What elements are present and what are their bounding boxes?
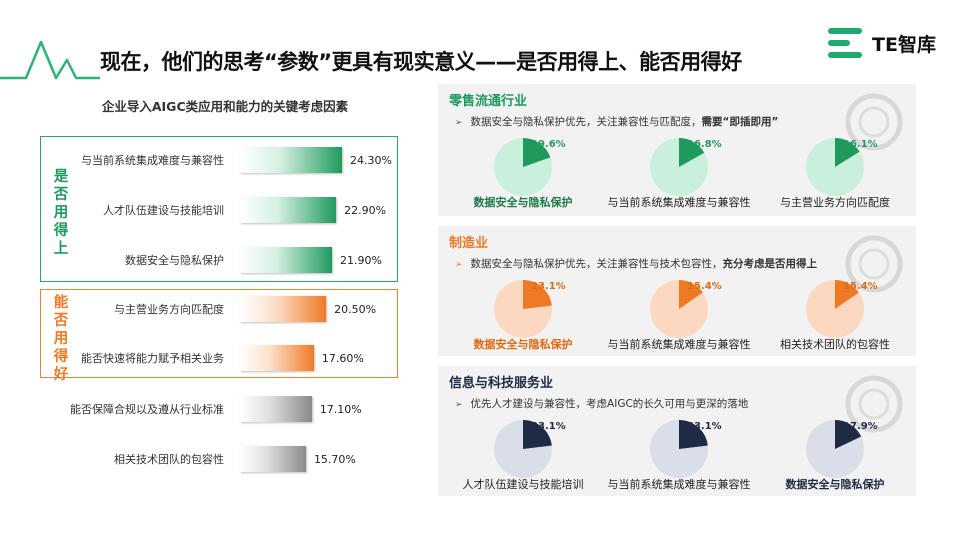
pie-value-label: 16.1% <box>843 139 878 150</box>
pie-slice <box>679 420 708 449</box>
panel-note: ➢ 优先人才建设与兼容性，考虑AIGC的长久可用与更深的落地 <box>455 396 748 411</box>
pie-chart <box>650 280 708 338</box>
pie-chart <box>494 420 552 478</box>
pie-chart <box>650 138 708 196</box>
bar-value-label: 22.90% <box>344 204 387 217</box>
pie-category-label: 与当前系统集成难度与兼容性 <box>607 478 751 491</box>
bar-category-label: 与主营业务方向匹配度 <box>114 303 224 316</box>
panel-title: 零售流通行业 <box>449 94 528 109</box>
bullet-arrow-icon: ➢ <box>455 260 463 270</box>
pie-slice <box>835 280 859 309</box>
pie-chart <box>806 420 864 478</box>
panel-manufacturing: 制造业 ➢ 数据安全与隐私保护优先，关注兼容性与技术包容性，充分考虑是否用得上 23.… <box>438 226 916 356</box>
pie-value-label: 17.9% <box>843 421 878 432</box>
pie-value-label: 15.4% <box>687 281 722 292</box>
bar-category-label: 能否保障合规以及遵从行业标准 <box>70 403 224 416</box>
group-box-usewell <box>40 289 398 378</box>
panel-note-emphasis: 需要“即插即用” <box>701 116 779 128</box>
pie-value-label: 15.4% <box>843 281 878 292</box>
bar <box>240 345 314 371</box>
pie-category-label: 与当前系统集成难度与兼容性 <box>607 338 751 351</box>
bar-category-label: 人才队伍建设与技能培训 <box>103 204 224 217</box>
logo-mark-icon <box>828 28 866 58</box>
pie-category-label: 数据安全与隐私保护 <box>473 338 573 351</box>
robot-arm-icon <box>845 235 903 293</box>
panel-note-text: 数据安全与隐私保护优先，关注兼容性与技术包容性， <box>470 258 723 270</box>
pie-chart <box>494 138 552 196</box>
bar <box>240 247 332 273</box>
te-logo: TE智库 <box>828 28 936 58</box>
bar-chart-title: 企业导入AIGC类应用和能力的关键考虑因素 <box>101 99 349 114</box>
pie-chart <box>806 280 864 338</box>
pie-category-label: 相关技术团队的包容性 <box>780 338 890 351</box>
pie-chart <box>650 420 708 478</box>
pie-slice <box>679 280 703 309</box>
bar-value-label: 17.10% <box>319 403 362 416</box>
group-label-usewell: 能否用得好 <box>53 295 69 383</box>
bar-value-label: 15.70% <box>313 453 356 466</box>
pie-category-label: 数据安全与隐私保护 <box>473 196 573 209</box>
panel-note: ➢ 数据安全与隐私保护优先，关注兼容性与匹配度，需要“即插即用” <box>455 114 778 129</box>
bar <box>240 446 306 472</box>
panel-note-text: 优先人才建设与兼容性，考虑AIGC的长久可用与更深的落地 <box>470 398 749 410</box>
panel-note: ➢ 数据安全与隐私保护优先，关注兼容性与技术包容性，充分考虑是否用得上 <box>455 256 817 271</box>
pie-category-label: 数据安全与隐私保护 <box>785 478 885 491</box>
pie-slice <box>523 280 552 309</box>
pie-category-label: 人才队伍建设与技能培训 <box>462 478 584 491</box>
pie-slice <box>679 138 705 167</box>
globe-icon <box>845 375 903 433</box>
bar-category-label: 能否快速将能力赋予相关业务 <box>81 352 224 365</box>
pie-slice <box>523 138 551 167</box>
bar-value-label: 21.90% <box>339 254 382 267</box>
bar-category-label: 数据安全与隐私保护 <box>125 254 224 267</box>
pie-category-label: 与当前系统集成难度与兼容性 <box>607 196 751 209</box>
panel-note-emphasis: 充分考虑是否用得上 <box>722 258 818 270</box>
pie-value-label: 23.1% <box>531 281 566 292</box>
pie-chart <box>806 138 864 196</box>
pie-value-label: 16.8% <box>687 139 722 150</box>
panel-title: 信息与科技服务业 <box>449 376 554 391</box>
group-box-usable <box>40 136 398 282</box>
pie-value-label: 23.1% <box>687 421 722 432</box>
bar-category-label: 相关技术团队的包容性 <box>114 453 224 466</box>
bar <box>240 396 312 422</box>
pie-value-label: 23.1% <box>531 421 566 432</box>
panel-title: 制造业 <box>449 236 489 251</box>
bar-value-label: 20.50% <box>334 303 377 316</box>
panel-retail: 零售流通行业 ➢ 数据安全与隐私保护优先，关注兼容性与匹配度，需要“即插即用” 19.… <box>438 84 916 216</box>
pie-slice <box>835 138 860 167</box>
header-pulse-line <box>0 40 100 80</box>
pie-value-label: 19.6% <box>531 139 566 150</box>
panel-note-text: 数据安全与隐私保护优先，关注兼容性与匹配度， <box>470 116 702 128</box>
pie-slice <box>523 420 552 449</box>
pie-category-label: 与主营业务方向匹配度 <box>780 196 890 209</box>
recycle-globe-icon <box>845 93 903 151</box>
bar <box>240 296 327 322</box>
panel-it-services: 信息与科技服务业 ➢ 优先人才建设与兼容性，考虑AIGC的长久可用与更深的落地 23.… <box>438 366 916 496</box>
bar-value-label: 17.60% <box>321 352 364 365</box>
pie-chart <box>494 280 552 338</box>
bar-category-label: 与当前系统集成难度与兼容性 <box>81 154 224 167</box>
logo-text: TE智库 <box>872 33 936 56</box>
group-label-usable: 是否用得上 <box>53 169 69 257</box>
bar-value-label: 24.30% <box>350 154 392 167</box>
bullet-arrow-icon: ➢ <box>455 118 463 128</box>
page-title: 现在，他们的思考“参数”更具有现实意义——是否用得上、能否用得好 <box>100 50 742 74</box>
bar <box>240 197 337 223</box>
pie-slice <box>835 420 862 449</box>
bullet-arrow-icon: ➢ <box>455 400 463 410</box>
bar <box>240 147 343 173</box>
